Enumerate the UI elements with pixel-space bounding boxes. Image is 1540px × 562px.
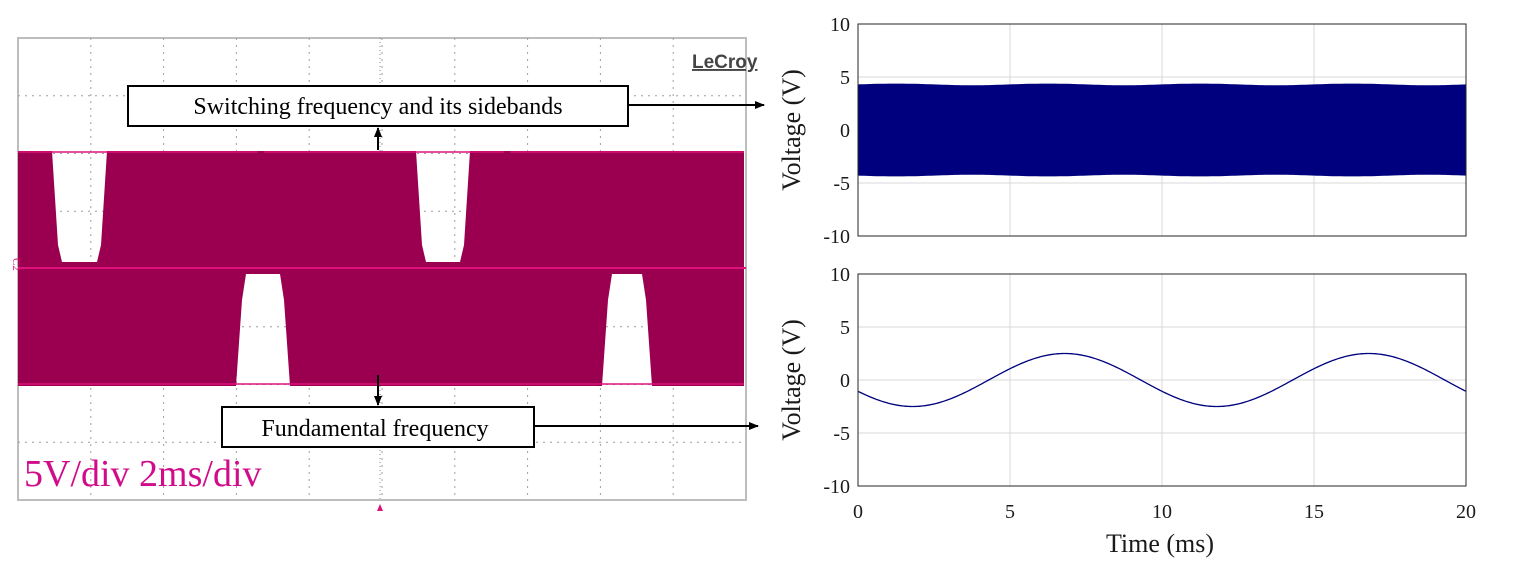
plot-bottom-y-ticks: 10 5 0 -5 -10: [823, 264, 850, 498]
plot-top-y-tick-label: 5: [840, 67, 850, 89]
scale-readout: 5V/div 2ms/div: [24, 453, 262, 495]
scope-trace-bottom-burst: [290, 268, 602, 386]
plot-top-axes-box: [857, 23, 1467, 237]
plot-bottom-y-tick-label: -10: [823, 476, 850, 498]
plot-bottom-y-tick-label: 5: [840, 317, 850, 339]
plot-bottom-x-tick-label: 20: [1456, 501, 1476, 523]
plot-bottom-x-ticks: 0 5 10 15 20: [853, 501, 1476, 523]
scope-trace-top: [18, 151, 744, 268]
brand-logo: LeCroy: [692, 52, 758, 73]
callout-box-top: [127, 85, 629, 127]
plot-bottom-series-line: [857, 352, 1467, 408]
scope-trace-bottom-burst: [18, 268, 236, 386]
plot-bottom-ylabel: Voltage (V): [777, 319, 806, 441]
plot-top-y-ticks: 10 5 0 -5 -10: [823, 14, 850, 248]
plot-top-series-band: [858, 83, 1466, 177]
plot-top-y-tick-label: 10: [830, 14, 850, 36]
scope-trace-top-gap: [416, 151, 470, 268]
plot-bottom-x-tick-label: 0: [853, 501, 863, 523]
plot-bottom-xlabel: Time (ms): [1106, 529, 1214, 558]
trigger-marker: [377, 504, 383, 511]
scope-trace-top-burst: [107, 151, 416, 268]
plot-bottom-x-tick-label: 15: [1304, 501, 1324, 523]
scope-trace-top-gap: [52, 151, 107, 268]
plot-bottom-y-tick-label: 10: [830, 264, 850, 286]
scope-trace-bottom-gap: [236, 268, 290, 386]
scope-trace-bottom: [18, 268, 744, 386]
plot-bottom-grid: [858, 274, 1466, 486]
plot-bottom-axes-box: [857, 273, 1467, 487]
plot-bottom-y-tick-label: -5: [833, 423, 850, 445]
scope-trace-bottom-gap: [602, 268, 652, 386]
plot-top-ylabel: Voltage (V): [777, 69, 806, 191]
plot-bottom-x-tick-label: 5: [1005, 501, 1015, 523]
scope-trace-top-burst: [470, 151, 744, 268]
plot-top: 10 5 0 -5 -10 Voltage (V): [777, 14, 1467, 248]
plot-bottom: 10 5 0 -5 -10 0 5 10 15 20 Voltage (V) Time (ms): [777, 264, 1476, 558]
channel-label: C2: [10, 258, 22, 271]
plot-bottom-y-tick-label: 0: [840, 370, 850, 392]
scope-trace-bottom-burst: [652, 268, 744, 386]
plot-top-y-tick-label: -10: [823, 226, 850, 248]
callout-text-top: Switching frequency and its sidebands: [193, 94, 562, 120]
plot-top-y-tick-label: -5: [833, 173, 850, 195]
scope-trace-top-burst: [18, 151, 52, 268]
plot-top-series: [858, 83, 1466, 177]
callout-text-bottom: Fundamental frequency: [261, 416, 488, 442]
plot-top-y-tick-label: 0: [840, 120, 850, 142]
oscilloscope-screen: C2 LeCroy 5V/div 2ms/div Switching frequ…: [10, 37, 765, 511]
plot-bottom-x-tick-label: 10: [1152, 501, 1172, 523]
